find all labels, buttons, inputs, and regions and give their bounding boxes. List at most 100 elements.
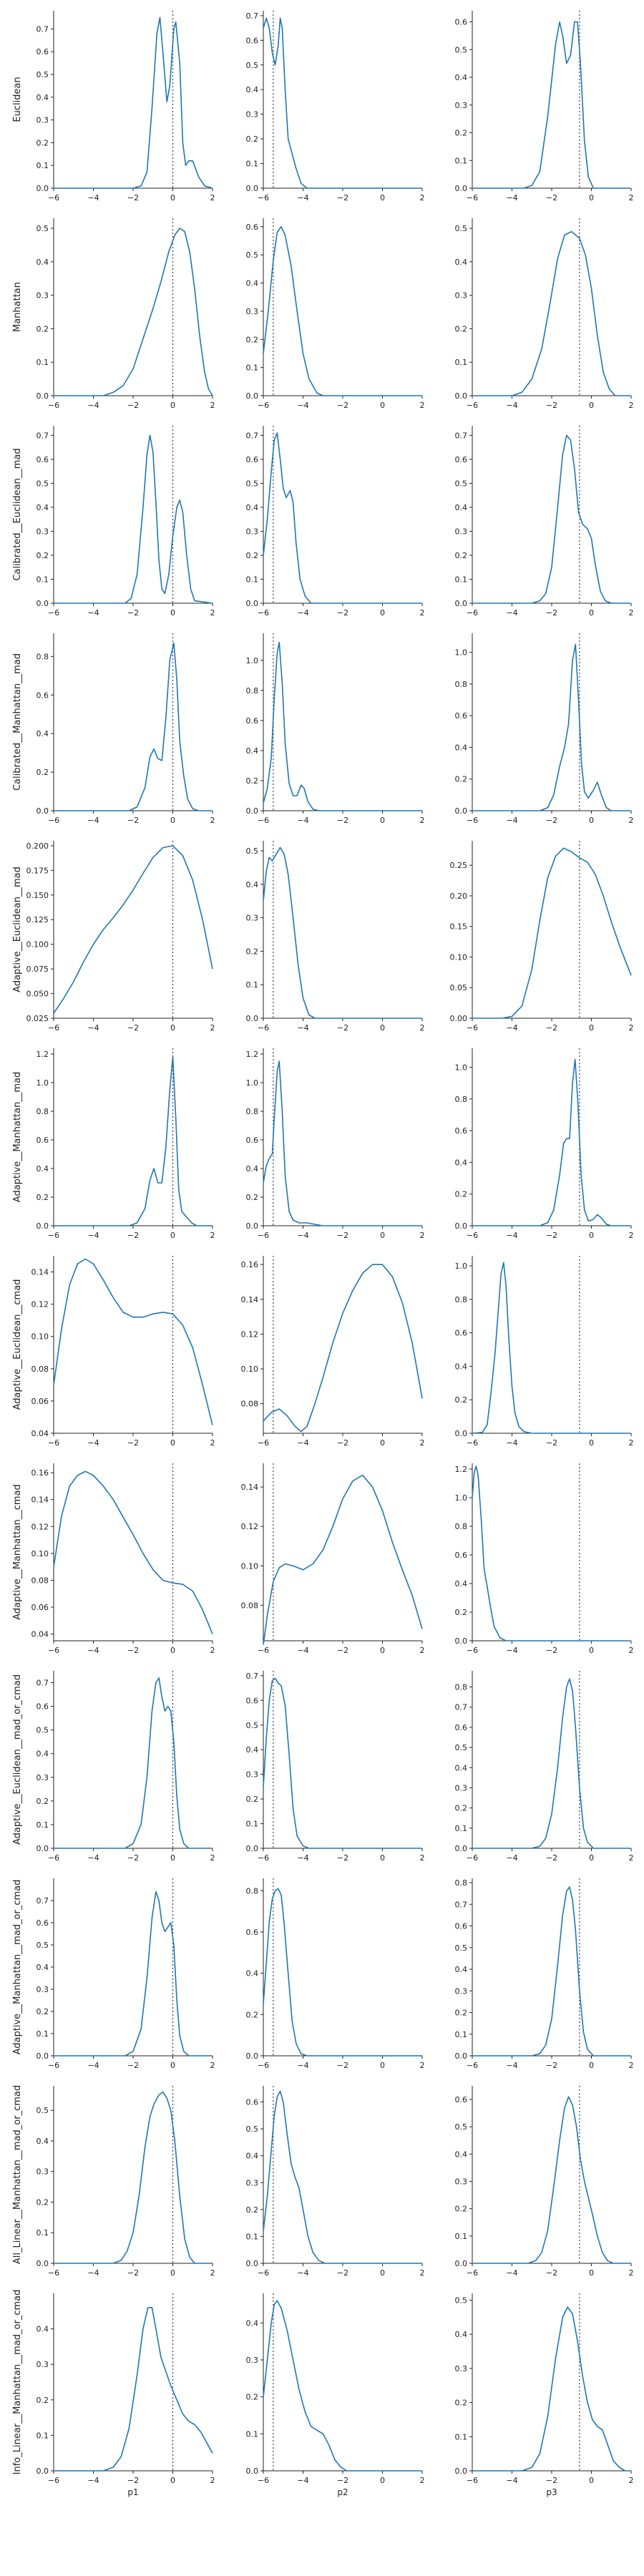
y-tick-label: 0.10 — [31, 1549, 49, 1558]
row-ylabel: Calibrated__Manhattan__mad — [12, 653, 23, 791]
y-tick-label: 0.5 — [455, 224, 468, 233]
y-tick-label: 0.6 — [36, 1702, 49, 1712]
y-tick-label: 1.0 — [455, 1063, 468, 1073]
kde-panel: 0.0 0.1 0.2 0.3 0.4 0.5 0.6 0.7 −6 −4 −2 0 2 — [36, 1671, 215, 1863]
x-tick-label: −2 — [546, 816, 557, 825]
density-curve — [53, 845, 213, 1014]
x-tick-label: −6 — [48, 816, 59, 825]
y-tick-label: 0.1 — [246, 575, 259, 584]
y-tick-label: 0.5 — [246, 479, 259, 488]
y-tick-label: 0.3 — [36, 1773, 49, 1782]
x-tick-label: −4 — [87, 816, 99, 825]
y-tick-label: 0.0 — [246, 2051, 259, 2061]
x-tick-label: 0 — [170, 1231, 175, 1240]
y-tick-label: 0.12 — [241, 1330, 259, 1339]
density-curve — [472, 1465, 631, 1641]
y-tick-label: 0.1 — [246, 2429, 259, 2439]
y-tick-label: 0.6 — [246, 716, 259, 726]
y-tick-label: 0.0 — [36, 1221, 49, 1231]
y-tick-label: 0.1 — [36, 2029, 49, 2039]
x-tick-label: −6 — [467, 1023, 478, 1033]
density-curve — [472, 434, 631, 604]
x-tick-label: 2 — [420, 816, 425, 825]
x-tick-label: 0 — [170, 1646, 175, 1655]
x-tick-label: −4 — [506, 401, 517, 410]
y-tick-label: 0.4 — [36, 1750, 49, 1759]
y-tick-label: 0.4 — [246, 1745, 259, 1755]
y-tick-label: 0.1 — [36, 2228, 49, 2238]
y-tick-label: 0.2 — [455, 324, 468, 333]
x-tick-label: 0 — [589, 1438, 594, 1448]
y-tick-label: 0.2 — [36, 324, 49, 333]
y-tick-label: 0.4 — [455, 1579, 468, 1589]
y-tick-label: 0.4 — [246, 746, 259, 756]
density-curve — [54, 228, 213, 396]
x-tick-label: 0 — [170, 2476, 175, 2485]
x-tick-label: −4 — [87, 401, 99, 410]
x-tick-label: −6 — [258, 1853, 269, 1863]
x-tick-label: −4 — [87, 2061, 99, 2070]
x-tick-label: 2 — [210, 193, 215, 203]
density-curve — [263, 1264, 423, 1433]
y-tick-label: 0.1 — [246, 980, 259, 990]
y-tick-label: 0.2 — [455, 1804, 468, 1813]
x-tick-label: −6 — [467, 1646, 478, 1655]
x-tick-label: 2 — [629, 2476, 634, 2485]
density-curve — [54, 2091, 213, 2264]
density-curve — [54, 1056, 213, 1226]
y-tick-label: 0.12 — [31, 1300, 49, 1309]
x-tick-label: −2 — [546, 1438, 557, 1448]
y-tick-label: 0.3 — [246, 307, 259, 316]
y-tick-label: 0.0 — [455, 1221, 468, 1231]
x-tick-label: −2 — [127, 2268, 139, 2278]
x-tick-label: 0 — [589, 608, 594, 618]
y-tick-label: 0.7 — [455, 1900, 468, 1909]
y-tick-label: 0.6 — [455, 18, 468, 27]
x-tick-label: 2 — [629, 816, 634, 825]
density-curve — [263, 1060, 422, 1226]
y-tick-label: 0.6 — [36, 691, 49, 700]
y-tick-label: 0.25 — [450, 861, 468, 870]
x-tick-label: 0 — [170, 2061, 175, 2070]
density-curve — [54, 642, 213, 811]
y-tick-label: 0.150 — [26, 891, 49, 900]
y-tick-label: 0.2 — [246, 1193, 259, 1202]
y-tick-label: 0.3 — [36, 2360, 49, 2369]
y-tick-label: 0.2 — [246, 2393, 259, 2402]
kde-panel: 0.00 0.05 0.10 0.15 0.20 0.25 −6 −4 −2 0 2 — [450, 841, 634, 1033]
kde-panel: 0.0 0.2 0.4 0.6 0.8 −6 −4 −2 0 2 — [246, 1878, 425, 2070]
y-tick-label: 0.6 — [455, 1723, 468, 1732]
y-tick-label: 0.0 — [246, 806, 259, 816]
y-tick-label: 0.8 — [36, 1107, 49, 1116]
x-tick-label: −6 — [258, 2061, 269, 2070]
y-tick-label: 0.8 — [246, 686, 259, 696]
x-tick-label: −4 — [506, 1853, 517, 1863]
kde-panel: 0.0 0.1 0.2 0.3 0.4 0.5 −6 −4 −2 0 2 — [36, 2086, 215, 2278]
x-tick-label: −6 — [258, 1646, 269, 1655]
x-tick-label: 2 — [210, 1023, 215, 1033]
y-tick-label: 1.0 — [246, 1078, 259, 1088]
row-ylabel: Adaptive__Euclidean__cmad — [12, 1279, 23, 1410]
y-tick-label: 0.6 — [455, 455, 468, 464]
x-tick-label: −2 — [546, 1023, 557, 1033]
kde-panel: 0.0 0.2 0.4 0.6 0.8 1.0 1.2 −6 −4 −2 0 2 — [246, 1048, 425, 1240]
x-tick-label: 2 — [420, 1231, 425, 1240]
y-tick-label: 0.1 — [455, 2030, 468, 2039]
x-tick-label: 0 — [380, 2268, 385, 2278]
x-tick-label: −2 — [127, 2061, 139, 2070]
row-ylabel: Adaptive__Manhattan__mad — [12, 1072, 23, 1202]
x-tick-label: −2 — [546, 608, 557, 618]
y-tick-label: 0.4 — [455, 73, 468, 82]
x-tick-label: −2 — [546, 1231, 557, 1240]
y-tick-label: 0.8 — [455, 1295, 468, 1304]
y-tick-label: 0.6 — [455, 2095, 468, 2104]
y-tick-label: 1.2 — [246, 1050, 259, 1059]
x-tick-label: −6 — [258, 1023, 269, 1033]
x-tick-label: −6 — [467, 1853, 478, 1863]
kde-panel: 0.08 0.10 0.12 0.14 0.16 −6 −4 −2 0 2 — [241, 1256, 425, 1448]
y-tick-label: 0.4 — [36, 93, 49, 102]
y-tick-label: 0.12 — [241, 1522, 259, 1531]
y-tick-label: 0.16 — [241, 1260, 259, 1269]
y-tick-label: 0.2 — [455, 551, 468, 560]
row-ylabel: Adaptive__Manhattan__cmad — [12, 1484, 23, 1620]
